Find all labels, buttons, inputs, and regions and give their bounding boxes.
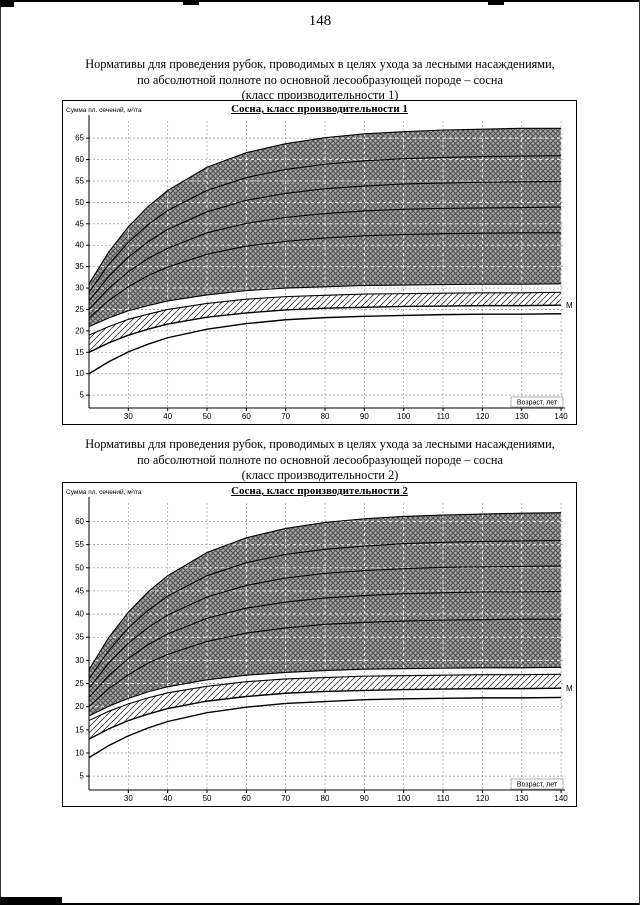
svg-text:М: М [566,684,573,693]
svg-text:15: 15 [75,348,84,357]
svg-text:35: 35 [75,633,84,642]
svg-text:10: 10 [75,369,84,378]
figure-caption-1: Нормативы для проведения рубок, проводим… [30,57,610,104]
svg-text:100: 100 [397,412,411,421]
svg-text:Возраст, лет: Возраст, лет [517,782,558,789]
svg-text:55: 55 [75,176,84,185]
svg-text:55: 55 [75,540,84,549]
svg-text:65: 65 [75,134,84,143]
svg-text:60: 60 [75,517,84,526]
chart-2-title: Сосна, класс производительности 2 [231,485,408,497]
scan-artifact [183,0,199,5]
svg-text:140: 140 [554,794,568,803]
svg-text:60: 60 [242,412,251,421]
svg-text:100: 100 [397,794,411,803]
chart-2-frame: 5 10 15 20 25 30 35 40 45 50 55 60 30 40 50 60 70 80 90 100… [62,482,577,807]
scan-artifact [0,0,14,7]
svg-text:35: 35 [75,262,84,271]
svg-text:140: 140 [554,412,568,421]
svg-text:15: 15 [75,725,84,734]
svg-text:40: 40 [75,241,84,250]
svg-text:80: 80 [321,412,330,421]
svg-text:80: 80 [321,794,330,803]
page-number: 148 [308,13,332,29]
chart-1-frame: 5 10 15 20 25 30 35 40 45 50 55 60 65 30 40 50 60 70 80 90 1… [62,100,577,425]
svg-text:45: 45 [75,219,84,228]
svg-text:10: 10 [75,748,84,757]
svg-text:30: 30 [75,656,84,665]
svg-text:40: 40 [75,610,84,619]
chart-2-plot: 5 10 15 20 25 30 35 40 45 50 55 60 30 40 50 60 70 80 90 100… [66,488,573,803]
svg-text:110: 110 [437,794,450,803]
scan-artifact [0,0,640,2]
svg-text:Возраст, лет: Возраст, лет [517,400,558,407]
scan-artifact [0,897,62,905]
scan-artifact [488,0,504,5]
svg-text:70: 70 [281,412,290,421]
svg-text:25: 25 [75,679,84,688]
svg-text:90: 90 [360,794,369,803]
svg-text:Сумма пл. сечений, м²/га: Сумма пл. сечений, м²/га [66,488,142,496]
svg-text:120: 120 [476,794,490,803]
svg-text:60: 60 [75,155,84,164]
svg-text:50: 50 [203,412,212,421]
scan-artifact [0,903,640,905]
svg-text:40: 40 [163,794,172,803]
svg-text:130: 130 [515,412,529,421]
svg-text:130: 130 [515,794,529,803]
caption-line: по абсолютной полноте по основной лесооб… [137,72,503,87]
figure-caption-2: Нормативы для проведения рубок, проводим… [30,437,610,484]
svg-text:90: 90 [360,412,369,421]
svg-text:25: 25 [75,305,84,314]
svg-text:Сумма пл. сечений, м²/га: Сумма пл. сечений, м²/га [66,106,142,114]
svg-text:30: 30 [124,412,133,421]
svg-text:50: 50 [75,563,84,572]
svg-text:5: 5 [80,391,85,400]
svg-text:5: 5 [80,772,85,781]
chart-1-plot: 5 10 15 20 25 30 35 40 45 50 55 60 65 30 40 50 60 70 80 90 1… [66,106,573,421]
chart-1-title: Сосна, класс производительности 1 [231,103,408,115]
svg-text:20: 20 [75,702,84,711]
svg-text:110: 110 [437,412,450,421]
svg-text:М: М [566,301,573,310]
svg-text:45: 45 [75,586,84,595]
svg-text:120: 120 [476,412,490,421]
svg-text:30: 30 [124,794,133,803]
svg-text:70: 70 [281,794,290,803]
caption-line: (класс производительности 1) [241,88,399,102]
caption-line: Нормативы для проведения рубок, проводим… [85,437,555,451]
svg-text:50: 50 [203,794,212,803]
caption-line: (класс производительности 2) [241,468,399,482]
svg-text:30: 30 [75,284,84,293]
svg-text:40: 40 [163,412,172,421]
svg-text:60: 60 [242,794,251,803]
svg-text:50: 50 [75,198,84,207]
svg-text:20: 20 [75,326,84,335]
caption-line: по абсолютной полноте по основной лесооб… [137,452,503,467]
scan-artifact [0,0,1,905]
caption-line: Нормативы для проведения рубок, проводим… [85,57,555,71]
